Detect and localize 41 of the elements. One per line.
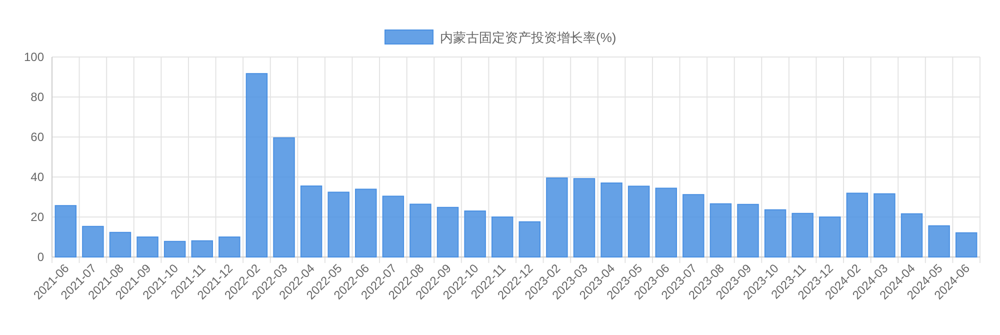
bar <box>328 192 350 258</box>
legend-label: 内蒙古固定资产投资增长率(%) <box>440 30 616 45</box>
bar <box>546 178 568 258</box>
bar <box>846 192 868 258</box>
bar <box>136 236 158 258</box>
y-tick-label: 80 <box>30 90 44 104</box>
bar <box>164 240 186 258</box>
bar <box>600 182 622 258</box>
bar <box>764 209 786 258</box>
bar <box>573 178 596 258</box>
bar <box>82 226 104 258</box>
bar <box>792 212 814 258</box>
bar <box>710 203 732 258</box>
bar <box>218 236 240 258</box>
y-tick-label: 100 <box>24 50 44 64</box>
bar <box>382 196 404 258</box>
bar <box>54 205 77 258</box>
bar <box>191 240 213 258</box>
bar <box>410 204 432 258</box>
bar <box>300 186 322 258</box>
bar <box>928 225 950 258</box>
bar <box>109 232 132 258</box>
bar <box>955 232 978 258</box>
y-tick-label: 40 <box>30 170 44 184</box>
bar <box>628 186 650 258</box>
bar <box>655 188 677 258</box>
bar <box>273 137 295 258</box>
bar <box>464 210 486 258</box>
bar <box>819 216 841 258</box>
bar <box>355 188 377 258</box>
bar <box>900 213 923 258</box>
y-tick-label: 0 <box>37 250 44 264</box>
bar <box>518 221 541 258</box>
bar <box>874 193 896 258</box>
y-tick-label: 60 <box>30 130 44 144</box>
y-tick-label: 20 <box>30 210 44 224</box>
bar <box>491 216 514 258</box>
bar <box>737 204 759 258</box>
bar <box>682 194 704 258</box>
bar <box>436 206 459 258</box>
bar <box>246 73 268 258</box>
